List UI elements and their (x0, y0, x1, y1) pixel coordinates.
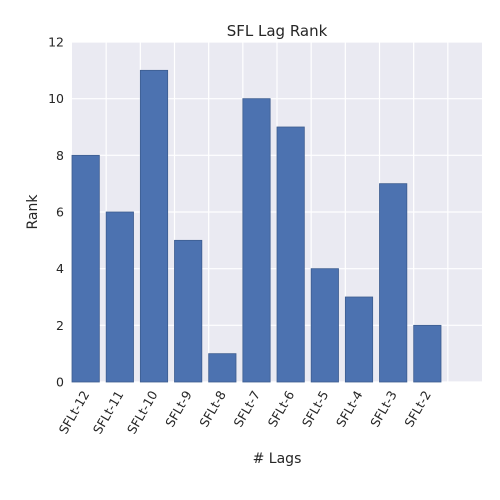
y-tick-label: 8 (56, 148, 64, 163)
bar-SFLt-11 (105, 211, 134, 383)
bar-SFLt-8 (208, 353, 237, 383)
bar-SFLt-6 (276, 126, 305, 383)
x-tick-label: SFLt-4 (333, 388, 366, 430)
y-axis-label: Rank (25, 194, 41, 230)
y-axis-ticks: 0 2 4 6 8 10 12 (48, 35, 64, 390)
y-tick-label: 4 (56, 261, 64, 276)
x-tick-label: SFLt-9 (162, 388, 195, 430)
bar-SFLt-12 (71, 154, 100, 383)
x-axis-label: # Lags (253, 451, 302, 467)
y-tick-label: 0 (56, 375, 64, 390)
x-tick-label: SFLt-7 (230, 388, 263, 430)
x-tick-label: SFLt-10 (124, 388, 161, 437)
y-tick-label: 6 (56, 205, 64, 220)
chart-title: SFL Lag Rank (227, 22, 328, 40)
bar-SFLt-5 (310, 268, 339, 383)
x-tick-label: SFLt-8 (196, 388, 229, 430)
x-tick-label: SFLt-11 (90, 388, 127, 437)
x-tick-label: SFLt-2 (401, 388, 434, 430)
bars (71, 69, 442, 383)
bar-SFLt-7 (242, 98, 271, 383)
y-tick-label: 2 (56, 318, 64, 333)
bar-SFLt-2 (413, 324, 442, 383)
x-tick-label: SFLt-5 (299, 388, 332, 430)
bar-SFLt-9 (174, 239, 203, 383)
bar-SFLt-10 (139, 69, 169, 383)
y-tick-label: 10 (48, 91, 64, 106)
x-tick-label: SFLt-6 (265, 388, 298, 430)
bar-SFLt-4 (344, 296, 374, 383)
x-tick-label: SFLt-12 (56, 388, 93, 437)
y-tick-label: 12 (48, 35, 64, 50)
x-tick-label: SFLt-3 (367, 388, 400, 430)
bar-SFLt-3 (379, 183, 408, 383)
